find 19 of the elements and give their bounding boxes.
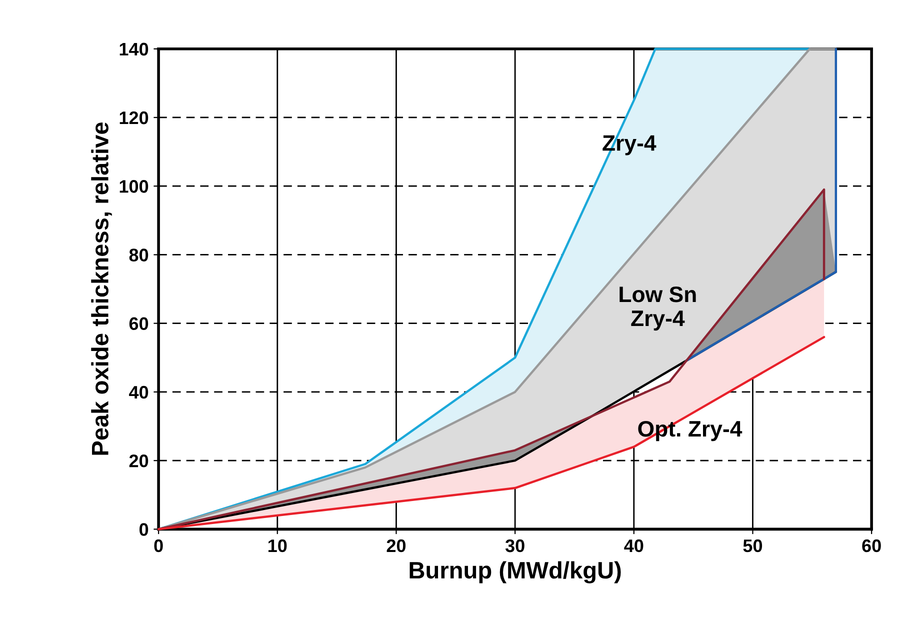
x-tick-label: 0 <box>154 539 163 552</box>
y-tick-label: 100 <box>120 180 148 193</box>
x-tick-label: 30 <box>505 539 524 552</box>
x-axis-title: Burnup (MWd/kgU) <box>410 561 621 584</box>
y-tick-label: 20 <box>129 454 148 468</box>
y-axis-title: Peak oxide thickness, relative <box>91 122 112 455</box>
y-tick-label: 120 <box>120 111 148 124</box>
y-tick-label: 80 <box>129 248 148 262</box>
x-tick-label: 50 <box>743 539 762 552</box>
x-tick-label: 60 <box>862 539 881 552</box>
x-tick-label: 40 <box>624 539 644 552</box>
line-series <box>157 336 826 530</box>
y-tick-label: 0 <box>140 523 148 536</box>
y-tick-label: 40 <box>129 386 148 399</box>
y-tick-label: 140 <box>120 42 148 56</box>
x-tick-label: 20 <box>386 539 406 552</box>
annotation: Low Sn Zry-4 <box>620 286 696 331</box>
y-tick-label: 60 <box>129 317 148 330</box>
x-tick-label: 10 <box>268 539 287 552</box>
